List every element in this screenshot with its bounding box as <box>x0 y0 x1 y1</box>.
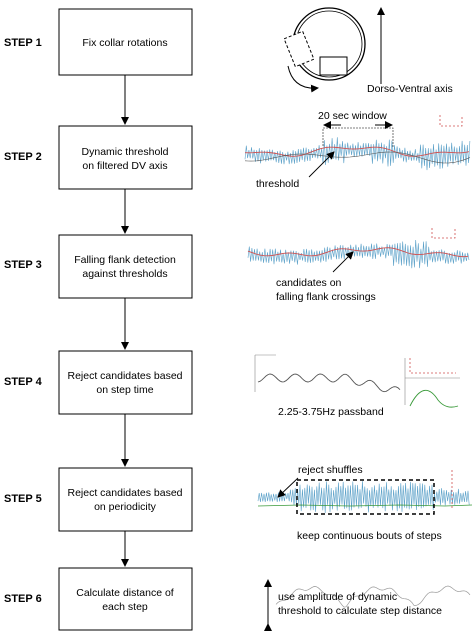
candidates-pointer-arrow <box>332 251 354 273</box>
step-3-text-line1: Falling flank detection <box>74 254 176 266</box>
step-1-text: Fix collar rotations <box>82 37 167 49</box>
step-3-text-line2: against thresholds <box>82 268 167 280</box>
step-5-label: STEP 5 <box>4 493 42 505</box>
threshold-pointer-arrow <box>308 151 335 178</box>
step-2-envelope-trace <box>244 151 471 164</box>
step-1-label: STEP 1 <box>4 37 42 49</box>
amplitude-label-line2: threshold to calculate step distance <box>278 605 442 617</box>
step-4-passband-curve <box>409 390 459 408</box>
step-4-text-line1: Reject candidates based <box>68 370 183 382</box>
step-3-box <box>58 234 193 299</box>
step-2-label: STEP 2 <box>4 151 42 163</box>
step-4-label: STEP 4 <box>4 376 43 388</box>
step-6-box <box>58 567 193 631</box>
passband-label: 2.25-3.75Hz passband <box>278 406 384 418</box>
keep-label: keep continuous bouts of steps <box>297 530 442 542</box>
amplitude-label-line1: use amplitude of dynamic <box>278 591 397 603</box>
dv-axis-label: Dorso-Ventral axis <box>367 83 453 95</box>
step-6-label: STEP 6 <box>4 593 42 605</box>
step-4-filtered-trace <box>257 373 401 393</box>
step-4-filter-plot <box>254 354 460 408</box>
step-4-box <box>58 350 193 415</box>
step-4-frame-right <box>404 358 460 405</box>
step-5-text-line2: on periodicity <box>94 501 157 513</box>
collar-device-rotated <box>283 30 315 68</box>
step-5-selection-box <box>296 479 435 515</box>
step-4-frame-left <box>254 354 276 392</box>
step-2-red-step <box>439 115 463 127</box>
step-6-text-line2: each step <box>102 601 148 613</box>
step-2-signal-plot <box>244 115 471 171</box>
candidates-label-line2: falling flank crossings <box>276 291 376 303</box>
step-5-box <box>58 467 193 532</box>
step-6-text-line1: Calculate distance of <box>76 587 174 599</box>
step-3-label: STEP 3 <box>4 259 42 271</box>
window-label: 20 sec window <box>318 110 387 122</box>
step-2-text-line1: Dynamic threshold <box>82 146 169 158</box>
step-3-signal-trace <box>247 239 470 269</box>
step-3-red-step <box>431 228 456 239</box>
reject-pointer-arrow <box>277 477 299 498</box>
step-2-threshold-trace <box>244 146 470 157</box>
step-5-filter-trace <box>257 504 473 507</box>
step-2-window-bracket <box>322 127 394 148</box>
rotation-arrow <box>287 65 319 93</box>
step-4-text-line2: on step time <box>96 384 153 396</box>
candidates-label-line1: candidates on <box>276 277 342 289</box>
step-6-amplitude-plot <box>264 579 471 631</box>
step-2-text-line2: on filtered DV axis <box>82 160 167 172</box>
step-5-text-line1: Reject candidates based <box>68 487 183 499</box>
step-5-signal-plot <box>257 470 473 515</box>
collar-device-fixed <box>319 56 348 76</box>
step-3-signal-plot <box>247 228 470 269</box>
collar-illustration <box>283 7 385 93</box>
step-6-amplitude-trace <box>275 585 471 608</box>
reject-label: reject shuffles <box>298 464 363 476</box>
step-4-red-band <box>409 358 456 374</box>
step-3-threshold-trace <box>247 247 469 258</box>
threshold-label: threshold <box>256 178 299 190</box>
